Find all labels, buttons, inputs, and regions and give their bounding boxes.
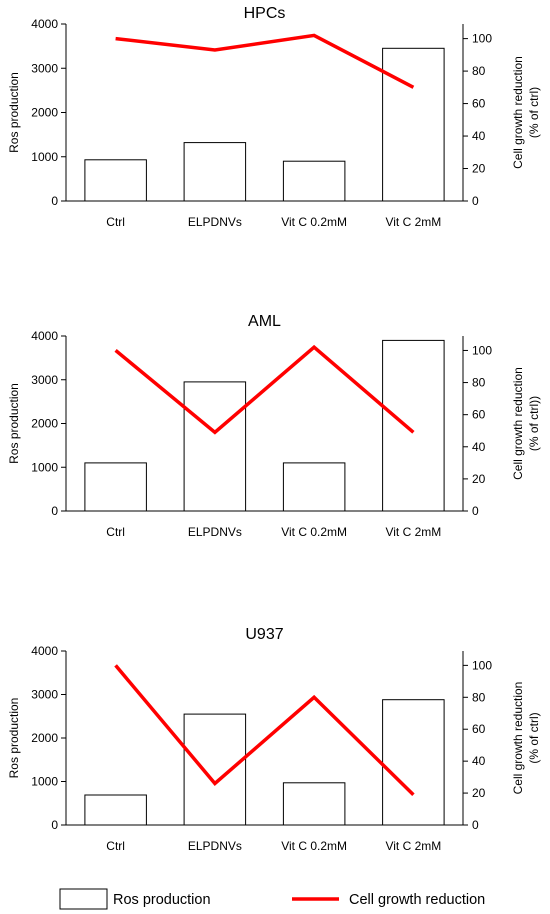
left-tick-label: 3000 (31, 373, 58, 387)
right-tick-label: 20 (472, 162, 486, 176)
chart-hpcs: HPCs 0 1000 2000 3000 4000 0 20 40 60 80 100 Ctrl ELP… (7, 5, 541, 229)
bar (382, 47, 445, 202)
bar (183, 142, 247, 202)
right-tick-label: 40 (472, 129, 486, 143)
right-tick-label: 40 (472, 754, 486, 768)
category-label: Ctrl (106, 525, 125, 539)
right-tick-label: 100 (472, 32, 492, 46)
bar (282, 160, 346, 202)
left-tick-label: 1000 (31, 775, 58, 789)
left-tick-label: 0 (51, 504, 58, 518)
bar (84, 159, 147, 202)
left-axis-title: Ros production (7, 383, 21, 464)
bar (282, 462, 346, 512)
category-label: Vit C 2mM (385, 839, 441, 853)
right-tick-label: 60 (472, 97, 486, 111)
right-axis-title-line: Cell growth reduction (511, 367, 525, 480)
left-tick-label: 2000 (31, 106, 58, 120)
right-tick-label: 80 (472, 64, 486, 78)
chart-u937: U937 0 1000 2000 3000 4000 0 20 40 60 80 100 Ctrl ELP… (7, 626, 541, 853)
left-tick-label: 1000 (31, 460, 58, 474)
right-axis-title-line: (% of ctrl)) (527, 396, 541, 451)
legend-bar-swatch (59, 888, 108, 910)
left-tick-label: 1000 (31, 150, 58, 164)
left-tick-label: 4000 (31, 329, 58, 343)
right-tick-label: 20 (472, 786, 486, 800)
bar (84, 794, 147, 826)
bar (382, 339, 445, 512)
growth-line (115, 33, 415, 89)
right-axis-title-line: Cell growth reduction (511, 56, 525, 169)
bar (183, 381, 247, 512)
right-axis-title-line: Cell growth reduction (511, 682, 525, 795)
right-tick-label: 60 (472, 408, 486, 422)
right-tick-label: 80 (472, 376, 486, 390)
right-tick-label: 100 (472, 658, 492, 672)
bar (84, 462, 147, 512)
left-tick-label: 4000 (31, 17, 58, 31)
right-tick-label: 40 (472, 440, 486, 454)
bar (382, 699, 445, 826)
left-tick-label: 3000 (31, 61, 58, 75)
category-label: Ctrl (106, 215, 125, 229)
bar (282, 782, 346, 826)
left-tick-label: 0 (51, 818, 58, 832)
chart-title: U937 (245, 626, 283, 643)
category-label: ELPDNVs (188, 215, 242, 229)
chart-title: HPCs (244, 5, 286, 22)
right-tick-label: 100 (472, 343, 492, 357)
legend-bar-label: Ros production (113, 892, 211, 908)
category-label: Vit C 0.2mM (281, 525, 347, 539)
left-tick-label: 2000 (31, 417, 58, 431)
left-axis-title: Ros production (7, 698, 21, 779)
right-axis-title-line: (% of ctrl) (527, 87, 541, 138)
growth-line (114, 344, 415, 435)
left-tick-label: 2000 (31, 731, 58, 745)
legend-line-label: Cell growth reduction (349, 892, 485, 908)
left-tick-label: 0 (51, 194, 58, 208)
category-label: Vit C 0.2mM (281, 839, 347, 853)
category-label: ELPDNVs (188, 525, 242, 539)
left-tick-label: 3000 (31, 688, 58, 702)
right-tick-label: 0 (472, 818, 479, 832)
left-axis-title: Ros production (7, 72, 21, 153)
bar (183, 713, 247, 826)
growth-line (114, 664, 415, 796)
left-tick-label: 4000 (31, 644, 58, 658)
right-tick-label: 80 (472, 690, 486, 704)
legend: Ros production Cell growth reduction (59, 888, 485, 910)
category-label: Ctrl (106, 839, 125, 853)
right-tick-label: 0 (472, 194, 479, 208)
category-label: Vit C 2mM (385, 525, 441, 539)
chart-title: AML (248, 313, 281, 330)
category-label: Vit C 0.2mM (281, 215, 347, 229)
right-tick-label: 60 (472, 722, 486, 736)
right-tick-label: 20 (472, 472, 486, 486)
category-label: ELPDNVs (188, 839, 242, 853)
chart-aml: AML 0 1000 2000 3000 4000 0 20 40 60 80 100 Ctrl ELPD… (7, 313, 541, 539)
right-tick-label: 0 (472, 504, 479, 518)
right-axis-title-line: (% of ctrl) (527, 712, 541, 763)
category-label: Vit C 2mM (385, 215, 441, 229)
